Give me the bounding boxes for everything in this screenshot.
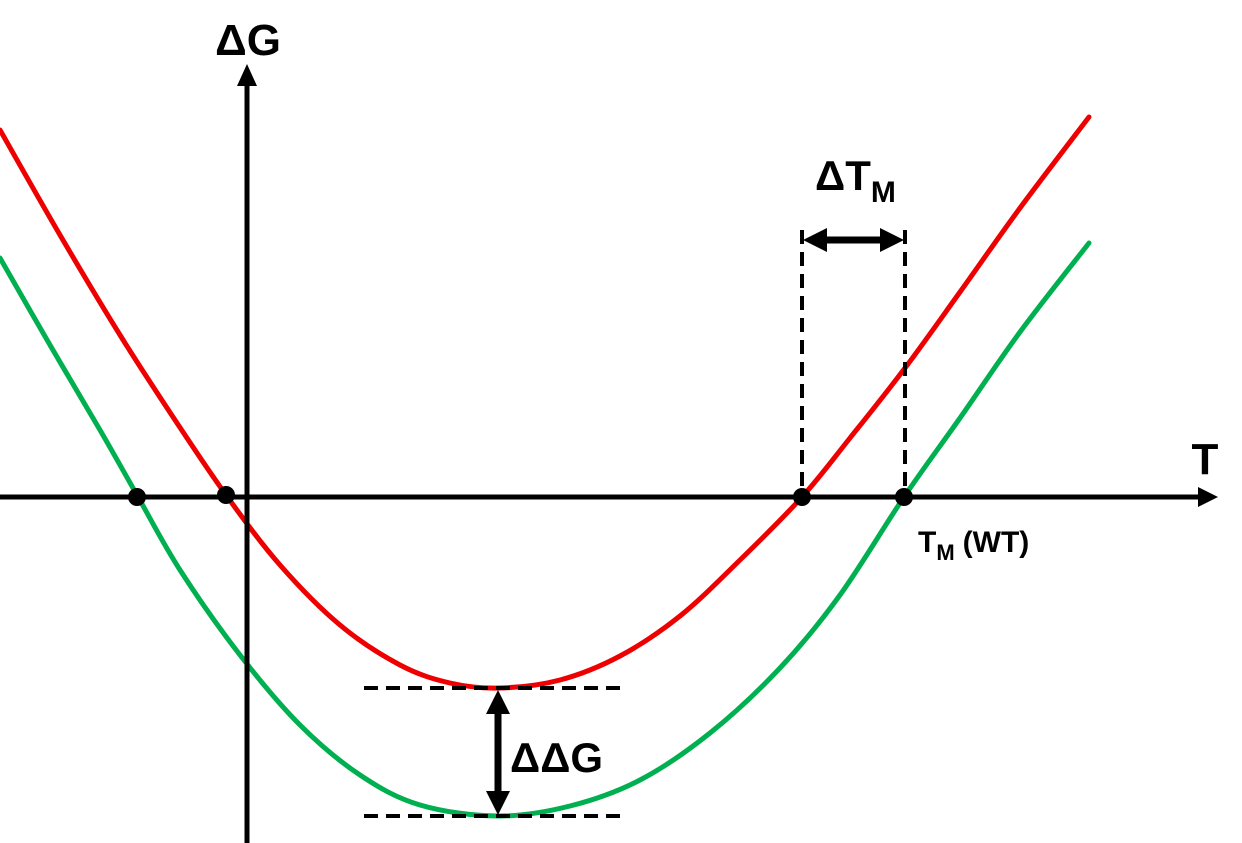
upper-cold-crossing-point — [217, 486, 235, 504]
delta-tm-label: ΔTM — [815, 152, 896, 209]
tm-wt-label-suffix: (WT) — [963, 526, 1030, 559]
delta-tm-label-sub: M — [871, 176, 896, 209]
dashed-guides — [364, 230, 907, 818]
upper-hot-crossing-point — [793, 488, 811, 506]
delta-delta-g-label: ΔΔG — [510, 734, 603, 781]
delta-tm-label-main: ΔT — [815, 152, 871, 199]
tm-wt-label: TM (WT) — [918, 526, 1029, 565]
delta-tm-arrow — [803, 228, 904, 252]
y-axis-label: ΔG — [215, 16, 281, 65]
tm-wt-label-main: T — [918, 526, 936, 559]
tm-wt-label-sub: M — [936, 540, 954, 565]
lower-cold-crossing-point — [128, 488, 146, 506]
axis-crossing-points — [128, 486, 913, 506]
lower-hot-crossing-point — [895, 488, 913, 506]
x-axis-label: T — [1192, 435, 1219, 484]
y-axis-arrowhead — [237, 64, 257, 86]
upper-curve — [0, 114, 1092, 691]
delta-delta-g-arrow — [486, 690, 510, 815]
x-axis-arrowhead — [1198, 487, 1218, 507]
